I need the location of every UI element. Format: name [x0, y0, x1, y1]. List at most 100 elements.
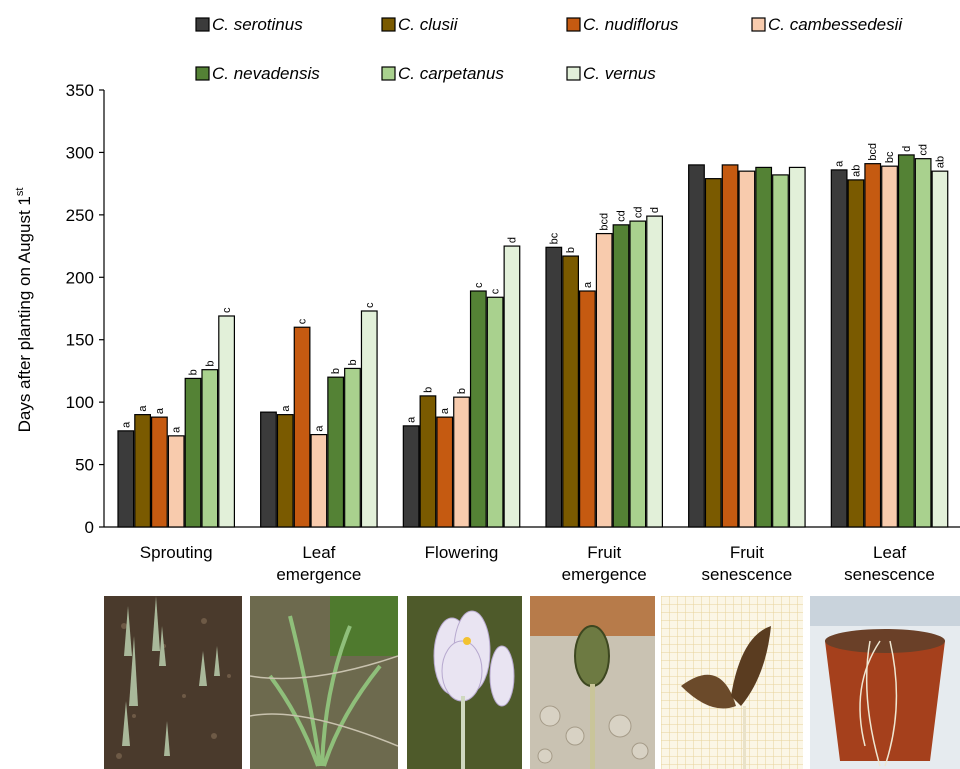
- photo-leaf-emergence: [250, 596, 398, 769]
- y-tick-label: 350: [66, 81, 94, 100]
- legend-label: C. clusii: [398, 15, 459, 34]
- bar-significance-label: bc: [548, 232, 560, 244]
- bar-significance-label: c: [490, 288, 502, 294]
- legend-swatch: [566, 66, 581, 81]
- photo-leaf-senescence: [810, 596, 960, 769]
- bar-significance-label: ab: [850, 165, 862, 177]
- legend-item: C. carpetanus: [381, 64, 504, 83]
- legend-item: C. cambessedesii: [751, 15, 903, 34]
- legend-swatch: [195, 17, 210, 32]
- stage-photo-strip: [0, 596, 960, 769]
- photo-sprouting: [104, 596, 242, 769]
- x-tick-label: Sprouting: [140, 543, 213, 562]
- bar-significance-label: b: [188, 369, 200, 375]
- legend-label: C. vernus: [583, 64, 656, 83]
- bar: [276, 414, 294, 528]
- bar-significance-label: a: [406, 416, 418, 423]
- bar-significance-label: b: [330, 368, 342, 374]
- bar-significance-label: a: [313, 425, 325, 432]
- bar-significance-label: d: [901, 146, 913, 152]
- bar: [830, 169, 848, 528]
- bar-significance-label: b: [456, 388, 468, 394]
- bar-significance-label: a: [280, 405, 292, 412]
- bar-group: [688, 164, 806, 528]
- x-tick-label: senescence: [844, 565, 935, 584]
- legend-item: C. nudiflorus: [566, 15, 679, 34]
- bar: [486, 296, 504, 528]
- x-tick-label: emergence: [276, 565, 361, 584]
- bar-group: a c a bb c: [260, 302, 378, 528]
- bar: [260, 411, 277, 528]
- bar: [864, 163, 882, 528]
- y-tick-label: 200: [66, 268, 94, 287]
- bar-significance-label: bc: [884, 151, 896, 163]
- bar-significance-label: c: [473, 282, 485, 288]
- legend-swatch: [381, 17, 396, 32]
- y-tick-label: 250: [66, 206, 94, 225]
- bar: [151, 416, 168, 528]
- bar-significance-label: d: [649, 207, 661, 213]
- chart-legend: C. serotinus C. clusii C. nudiflorus C. cam…: [195, 15, 903, 83]
- bar: [688, 164, 705, 528]
- x-tick-label: Leaf: [302, 543, 335, 562]
- bar: [310, 434, 328, 528]
- bar: [772, 174, 789, 528]
- phenology-bar-chart: C. serotinus C. clusii C. nudiflorus C. cam…: [14, 15, 960, 584]
- bar: [453, 396, 470, 528]
- x-tick-label: Fruit: [730, 543, 764, 562]
- bar-significance-label: cd: [918, 144, 930, 156]
- bar-significance-label: b: [204, 361, 216, 367]
- bar: [184, 377, 202, 528]
- bar: [721, 164, 739, 528]
- y-tick-label: 50: [75, 456, 94, 475]
- bar: [360, 310, 378, 528]
- bar: [436, 416, 454, 528]
- legend-label: C. cambessedesii: [768, 15, 903, 34]
- bar: [931, 170, 949, 528]
- bar-significance-label: bcd: [599, 213, 611, 231]
- bar: [897, 154, 915, 528]
- bar: [847, 179, 865, 528]
- legend-swatch: [381, 66, 396, 81]
- legend-swatch: [751, 17, 766, 32]
- legend-swatch: [195, 66, 210, 81]
- legend-swatch: [566, 17, 581, 32]
- bar: [293, 326, 311, 528]
- bar-significance-label: bcd: [867, 143, 879, 161]
- bar: [881, 165, 898, 528]
- bar: [201, 369, 219, 528]
- bar-significance-label: a: [582, 281, 594, 288]
- bar-significance-label: a: [137, 405, 149, 412]
- bar: [469, 290, 487, 528]
- x-axis: Sprouting Leaf emergence Flowering Fruit emer…: [104, 526, 960, 584]
- bar: [788, 166, 806, 528]
- bar: [503, 245, 521, 528]
- bar-significance-label: b: [565, 247, 577, 253]
- bar: [419, 395, 437, 528]
- bar-significance-label: a: [834, 160, 846, 167]
- bar: [646, 215, 663, 528]
- bar-significance-label: a: [439, 407, 451, 414]
- x-tick-label: Fruit: [587, 543, 621, 562]
- bar-significance-label: b: [422, 387, 434, 393]
- legend-item: C. vernus: [566, 64, 656, 83]
- bar: [738, 170, 756, 528]
- x-tick-label: emergence: [562, 565, 647, 584]
- legend-label: C. nevadensis: [212, 64, 320, 83]
- legend-label: C. carpetanus: [398, 64, 504, 83]
- photo-fruit-senescence: [661, 596, 803, 769]
- bar-significance-label: ab: [934, 156, 946, 168]
- x-tick-label: Flowering: [425, 543, 499, 562]
- bar: [117, 430, 135, 528]
- bar: [612, 224, 630, 528]
- y-tick-label: 150: [66, 331, 94, 350]
- bar-significance-label: a: [154, 407, 166, 414]
- bar-group: a b a b cc d: [402, 237, 521, 528]
- y-tick-label: 0: [85, 518, 94, 537]
- bar: [167, 435, 185, 528]
- bar: [134, 414, 152, 528]
